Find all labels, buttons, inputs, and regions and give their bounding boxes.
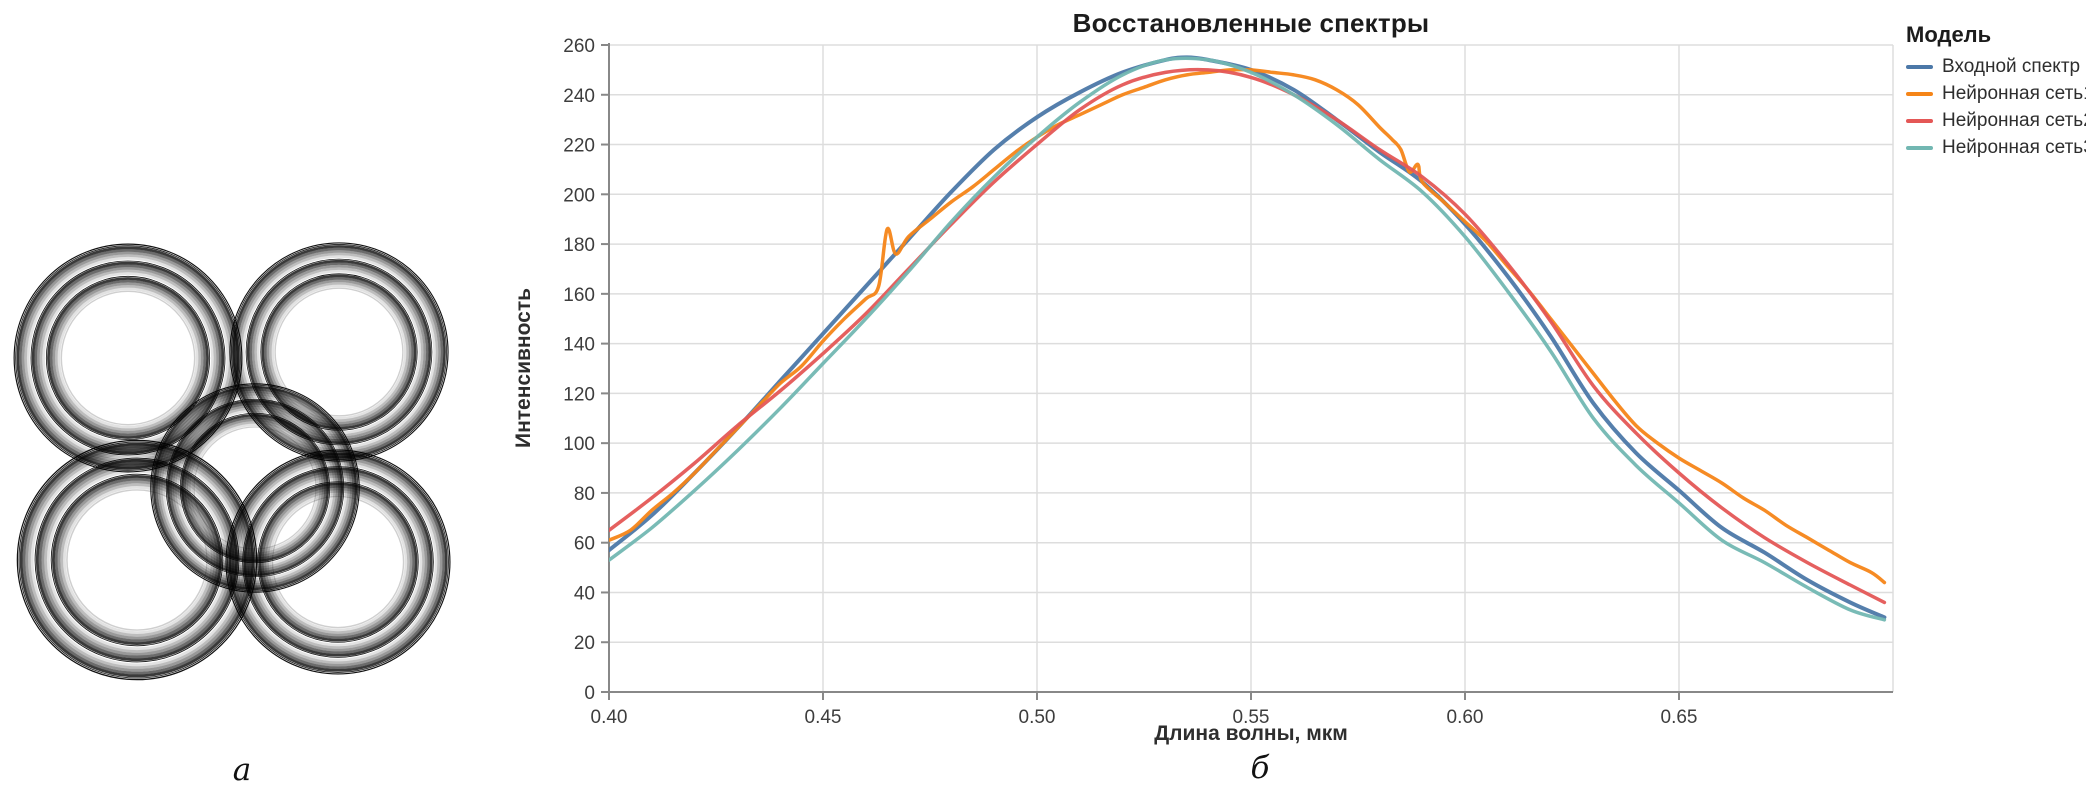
y-axis-title: Интенсивность <box>512 287 535 449</box>
legend-label: Нейронная сеть2 <box>1942 109 2086 131</box>
y-tick-label: 0 <box>584 683 595 704</box>
y-tick-label: 180 <box>563 235 595 256</box>
chart-legend: Модель Входной спектр Нейронная сеть1 Нейр… <box>1906 22 2086 164</box>
legend-title: Модель <box>1906 22 1992 47</box>
legend-swatch <box>1906 145 1933 150</box>
chart-title: Восстановленные спектры <box>1072 8 1430 38</box>
y-tick-label: 100 <box>563 434 595 455</box>
x-tick-label: 0.60 <box>1447 707 1484 728</box>
y-tick-label: 260 <box>563 36 595 57</box>
legend-label: Нейронная сеть1 <box>1942 82 2086 104</box>
x-tick-label: 0.45 <box>805 707 842 728</box>
x-tick-label: 0.40 <box>591 707 628 728</box>
series-line-4 <box>609 56 1887 622</box>
legend-swatch <box>1906 91 1933 96</box>
legend-swatch <box>1906 118 1933 123</box>
ring-structure-4 <box>16 439 258 681</box>
legend-swatch <box>1906 64 1933 69</box>
legend-items: Входной спектр Нейронная сеть1 Нейронная с… <box>1906 56 2086 158</box>
legend-label: Входной спектр <box>1942 55 2081 77</box>
x-tick-label: 0.50 <box>1019 707 1056 728</box>
y-tick-label: 140 <box>563 335 595 356</box>
legend-item: Входной спектр <box>1906 56 2084 77</box>
x-tick-label: 0.65 <box>1661 707 1698 728</box>
series-line-3 <box>609 67 1887 605</box>
y-tick-label: 160 <box>563 285 595 306</box>
legend-label: Нейронная сеть3 <box>1942 136 2086 158</box>
ring-structure-5 <box>225 449 451 675</box>
y-tick-label: 200 <box>563 185 595 206</box>
y-tick-label: 220 <box>563 136 595 157</box>
legend-item: Нейронная сеть1 <box>1906 82 2086 104</box>
y-tick-label: 40 <box>574 583 595 604</box>
spectra-chart: 0 20 40 60 80 100 120 140 160 180 200 220 240 260 0.40… <box>563 36 1894 728</box>
y-tick-label: 240 <box>563 86 595 107</box>
series-line-2 <box>609 67 1887 585</box>
y-tick-label: 120 <box>563 384 595 405</box>
y-tick-label: 60 <box>574 534 595 555</box>
y-tick-label: 20 <box>574 633 595 654</box>
legend-item: Нейронная сеть3 <box>1906 136 2086 158</box>
series-line-1 <box>609 55 1887 620</box>
axes: 0 20 40 60 80 100 120 140 160 180 200 220 240 260 0.40… <box>563 36 1893 728</box>
x-axis-title: Длина волны, мкм <box>1154 722 1348 745</box>
legend-item: Нейронная сеть2 <box>1906 109 2086 131</box>
panel-a-label: а <box>232 752 252 788</box>
series-group <box>609 55 1887 622</box>
x-tick-label: 0.55 <box>1233 707 1270 728</box>
y-tick-label: 80 <box>574 484 595 505</box>
ring-pattern-figure <box>13 242 451 681</box>
gridlines <box>608 44 1894 693</box>
panel-b-label: б <box>1250 750 1270 786</box>
